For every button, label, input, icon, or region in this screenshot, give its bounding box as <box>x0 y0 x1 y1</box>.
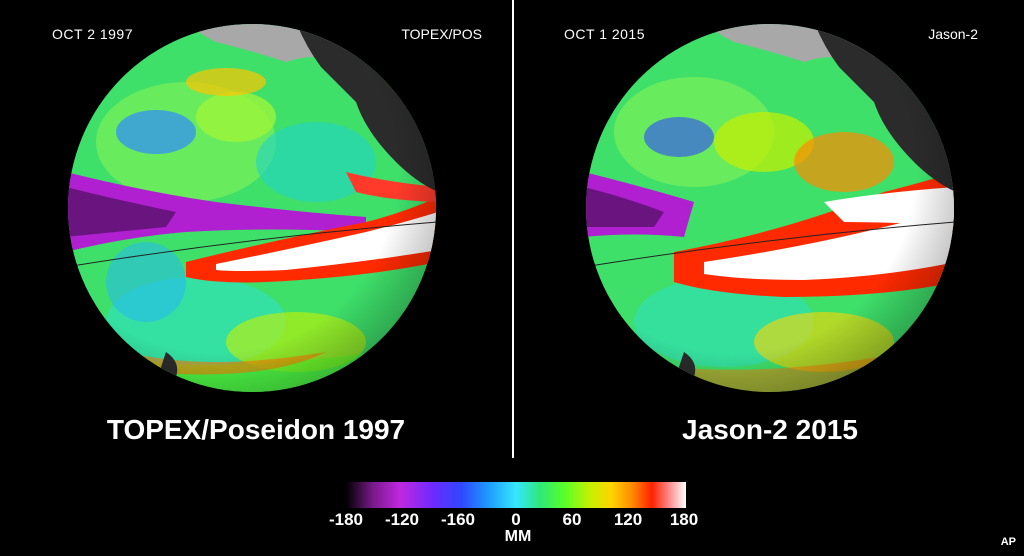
scale-tick: -120 <box>384 510 420 529</box>
right-globe-image <box>586 24 954 392</box>
scale-tick: 60 <box>562 510 582 529</box>
right-date-label: OCT 1 2015 <box>564 26 646 42</box>
left-panel: OCT 2 1997 TOPEX/POS <box>0 0 512 460</box>
scale-tick: -180 <box>328 510 364 529</box>
right-caption: Jason-2 2015 <box>682 414 858 445</box>
right-satellite-label: Jason-2 <box>928 26 978 42</box>
scale-tick: 0 <box>511 510 521 529</box>
scale-unit-label: MM <box>504 528 532 545</box>
scale-tick: 180 <box>669 510 699 529</box>
color-scale-bar <box>346 482 686 508</box>
panel-divider <box>512 0 514 458</box>
left-date-label: OCT 2 1997 <box>52 26 134 42</box>
left-globe-image <box>68 24 436 392</box>
left-caption: TOPEX/Poseidon 1997 <box>106 414 406 445</box>
left-satellite-label: TOPEX/POS <box>401 26 482 42</box>
right-panel: OCT 1 2015 Jason-2 <box>514 0 1024 460</box>
scale-tick: 120 <box>613 510 643 529</box>
credit-label: AP <box>1000 536 1016 548</box>
scale-tick: -160 <box>440 510 476 529</box>
